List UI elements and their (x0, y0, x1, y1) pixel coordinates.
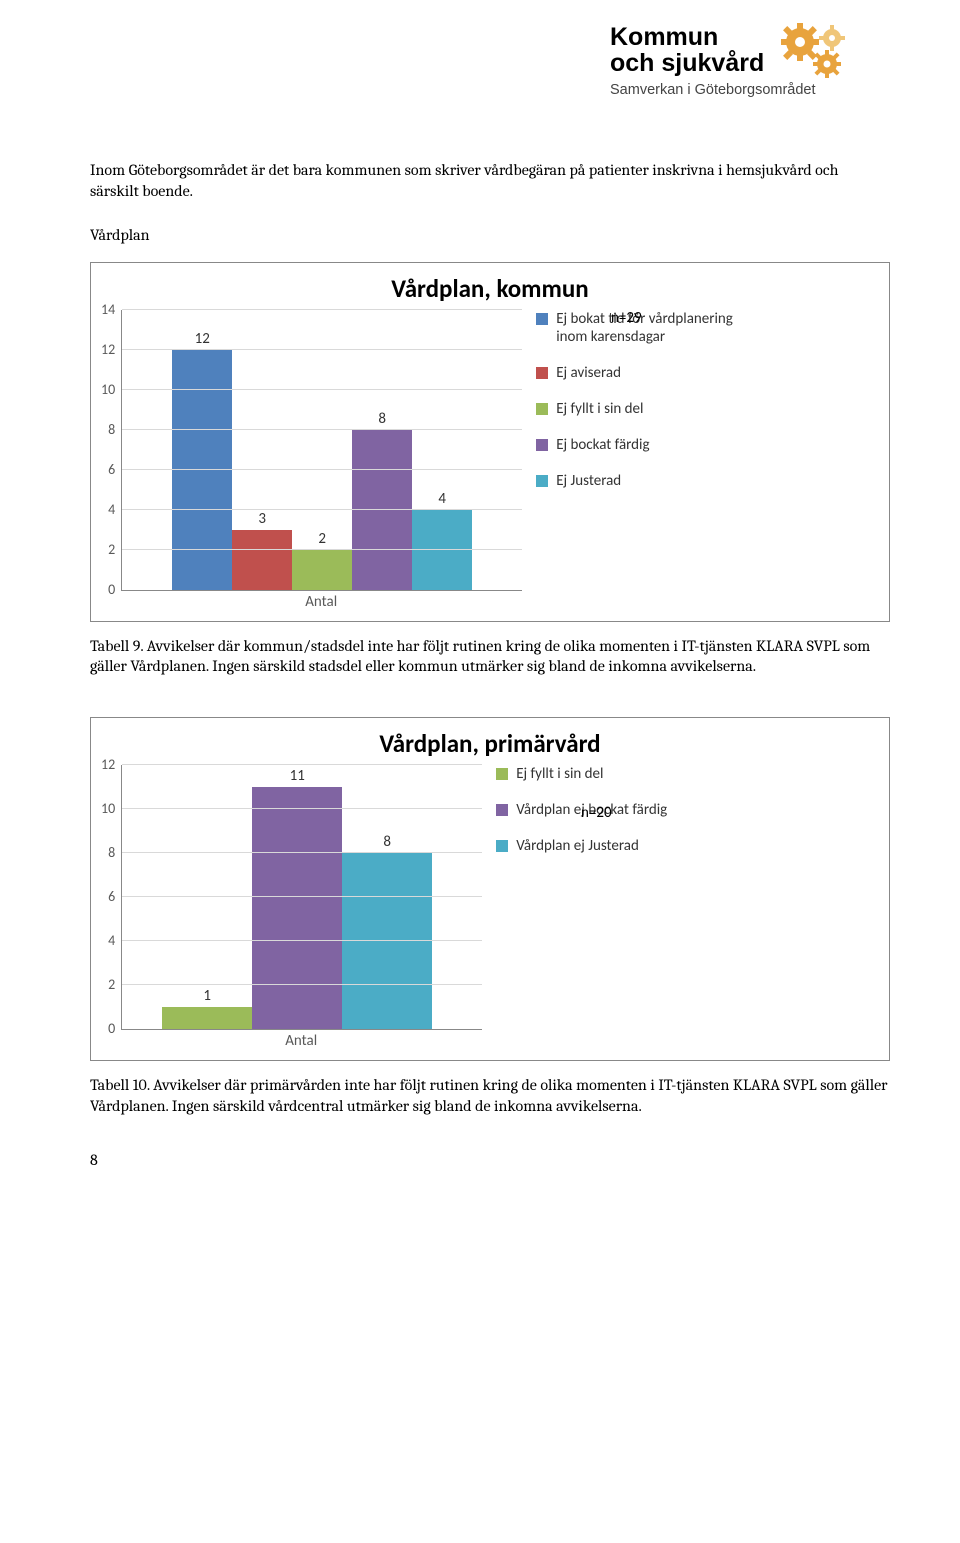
legend-label: Vårdplan ej Justerad (516, 837, 639, 855)
chart1-legend: Ej bokat tid för vårdplanering inom kare… (522, 310, 752, 611)
logo-line1: Kommun (610, 24, 764, 50)
chart1-y-axis: 02468101214 (101, 310, 121, 590)
gridline (122, 509, 522, 510)
bar-value-label: 11 (252, 767, 342, 785)
legend-swatch (496, 768, 508, 780)
bar-value-label: 4 (412, 490, 472, 508)
gears-icon (772, 20, 862, 80)
bar-value-label: 8 (352, 410, 412, 428)
caption-tabell-10: Tabell 10. Avvikelser där primärvården i… (90, 1075, 890, 1117)
chart1-bars: 123284 (172, 350, 472, 590)
bar: 8 (342, 853, 432, 1029)
gridline (122, 349, 522, 350)
caption-tabell-9: Tabell 9. Avvikelser där kommun/stadsdel… (90, 636, 890, 678)
chart-vardplan-primarvard: Vårdplan, primärvård n=20 024681012 1118… (90, 717, 890, 1061)
legend-label: Ej bockat färdig (556, 436, 649, 454)
chart2-plot-area: 1118 (121, 765, 482, 1030)
gridline (122, 852, 482, 853)
legend-swatch (536, 403, 548, 415)
section-heading: Vårdplan (90, 226, 890, 244)
legend-swatch (536, 439, 548, 451)
bar-value-label: 8 (342, 833, 432, 851)
legend-label: Ej aviserad (556, 364, 621, 382)
gridline (122, 309, 522, 310)
bar: 11 (252, 787, 342, 1029)
legend-item: Ej fyllt i sin del (536, 400, 746, 418)
chart1-x-label: Antal (121, 593, 521, 611)
gridline (122, 764, 482, 765)
chart2-bars: 1118 (162, 787, 432, 1029)
logo-line2: och sjukvård (610, 50, 764, 76)
logo-subline: Samverkan i Göteborgsområdet (610, 82, 910, 98)
legend-label: Ej fyllt i sin del (516, 765, 603, 783)
bar: 2 (292, 550, 352, 590)
chart2-y-axis: 024681012 (101, 765, 121, 1029)
chart2-title: Vårdplan, primärvård (91, 718, 889, 765)
legend-swatch (496, 804, 508, 816)
intro-paragraph: Inom Göteborgsområdet är det bara kommun… (90, 160, 890, 202)
legend-label: Ej Justerad (556, 472, 621, 490)
legend-item: Ej Justerad (536, 472, 746, 490)
chart2-x-label: Antal (121, 1032, 481, 1050)
bar-value-label: 2 (292, 530, 352, 548)
bar-value-label: 12 (172, 330, 232, 348)
bar-value-label: 3 (232, 510, 292, 528)
document-page: Kommun och sjukvård (0, 0, 960, 1209)
legend-label: Ej bokat tid för vårdplanering inom kare… (556, 310, 746, 346)
bar: 4 (412, 510, 472, 590)
chart-vardplan-kommun: Vårdplan, kommun n=29 02468101214 123284… (90, 262, 890, 622)
gridline (122, 896, 482, 897)
legend-item: Vårdplan ej Justerad (496, 837, 726, 855)
bar-value-label: 1 (162, 987, 252, 1005)
bar: 3 (232, 530, 292, 590)
gridline (122, 549, 522, 550)
legend-item: Ej aviserad (536, 364, 746, 382)
gridline (122, 984, 482, 985)
gridline (122, 469, 522, 470)
legend-item: Ej fyllt i sin del (496, 765, 726, 783)
chart1-title: Vårdplan, kommun (91, 263, 889, 310)
legend-label: Ej fyllt i sin del (556, 400, 643, 418)
header-logo: Kommun och sjukvård (610, 20, 910, 98)
gridline (122, 940, 482, 941)
chart1-plot-area: 123284 (121, 310, 522, 591)
legend-swatch (496, 840, 508, 852)
gridline (122, 429, 522, 430)
bar: 1 (162, 1007, 252, 1029)
legend-swatch (536, 475, 548, 487)
page-number: 8 (90, 1151, 890, 1169)
legend-item: Ej bockat färdig (536, 436, 746, 454)
bar: 8 (352, 430, 412, 590)
bar: 12 (172, 350, 232, 590)
chart2-n-label: n=20 (581, 804, 612, 822)
legend-swatch (536, 367, 548, 379)
gridline (122, 808, 482, 809)
gridline (122, 389, 522, 390)
chart1-n-label: n=29 (611, 309, 642, 327)
legend-swatch (536, 313, 548, 325)
